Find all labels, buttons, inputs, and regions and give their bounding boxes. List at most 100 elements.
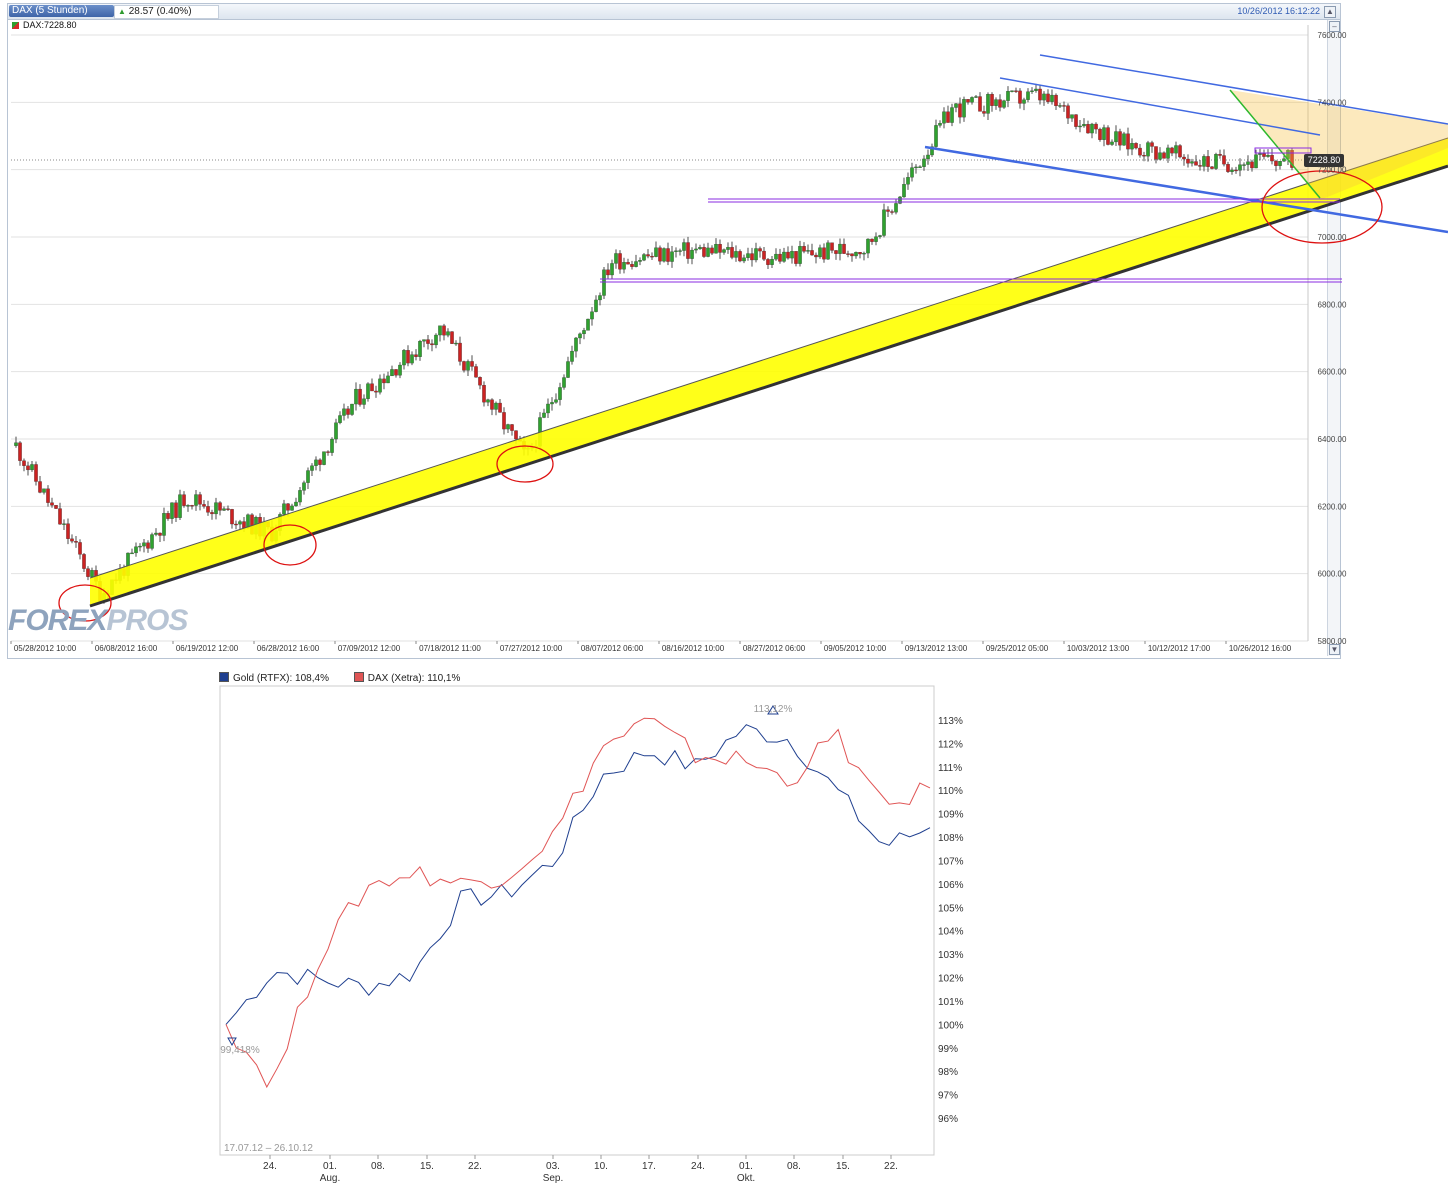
candle-body [1162,152,1166,159]
x-tick-label: 09/13/2012 13:00 [905,644,968,653]
candle-body [718,244,722,253]
candle-body [1042,93,1046,101]
x-tick-label: 15. [836,1161,850,1172]
candle-body [854,252,858,257]
gold-line [225,724,931,1025]
candle-body [498,402,502,413]
candle-body [794,251,798,264]
candle-body [298,490,302,503]
y-tick-label: 7000.00 [1318,233,1347,242]
candle-body [734,251,738,258]
x-tick-label: 09/05/2012 10:00 [824,644,887,653]
candle-body [790,251,794,259]
candle-body [282,503,286,515]
x-tick-label: 08. [787,1161,801,1172]
candle-body [1182,156,1186,160]
candle-body [1038,88,1042,101]
candle-body [322,451,326,465]
y-tick-label: 107% [938,856,964,867]
min-marker-icon [227,1037,237,1047]
candle-body [686,242,690,259]
y-tick-label: 104% [938,927,964,938]
minimize-icon[interactable]: – [1329,21,1340,32]
candle-body [702,247,706,257]
candle-body [318,459,322,465]
candle-body [234,523,238,526]
candle-body [462,361,466,371]
candle-body [1186,158,1190,164]
candle-body [1222,155,1226,165]
y-tick-label: 99% [938,1044,958,1055]
forexpros-logo: FOREXPROS [8,604,188,637]
candle-body [950,107,954,123]
candle-body [174,502,178,518]
legend-dax: DAX (Xetra): 110,1% [353,672,460,684]
candle-body [762,250,766,260]
y-tick-label: 110% [938,786,963,797]
candle-body [1250,161,1254,169]
symbol-tab[interactable]: DAX (5 Stunden) [9,5,114,17]
candle-body [1198,165,1202,167]
x-tick-label: 06/19/2012 12:00 [176,644,239,653]
candle-body [578,333,582,339]
candle-body [974,96,978,98]
candle-body [306,470,310,483]
legend-gold: Gold (RTFX): 108,4% [219,672,329,684]
candle-body [1178,145,1182,158]
candle-body [158,532,162,536]
candle-body [770,259,774,265]
y-tick-label: 7200.00 [1318,166,1347,175]
candle-body [878,235,882,237]
candle-body [870,238,874,242]
candle-body [830,242,834,251]
candle-body [38,481,42,493]
candle-body [946,111,950,123]
candle-body [798,246,802,264]
candle-body [374,390,378,393]
y-tick-label: 101% [938,997,964,1008]
x-tick-label: 07/09/2012 12:00 [338,644,401,653]
candle-body [66,523,70,539]
candle-body [1062,105,1066,107]
candle-body [1246,161,1250,165]
candle-body [982,111,986,114]
candle-body [14,442,18,446]
candle-body [422,339,426,342]
candle-body [630,264,634,267]
scroll-down-icon[interactable]: ▼ [1329,644,1340,655]
candle-body [190,505,194,507]
scroll-up-icon[interactable]: ▲ [1324,6,1336,18]
candle-body [170,502,174,519]
candle-body [962,99,966,118]
candle-body [186,505,190,507]
candle-body [754,248,758,261]
candle-body [1122,133,1126,146]
price-change: ▲ 28.57 (0.40%) [114,5,219,19]
candle-body [1242,164,1246,166]
month-label: Aug. [320,1173,341,1184]
x-tick-label: 08/16/2012 10:00 [662,644,725,653]
max-marker-icon [767,705,779,715]
gold-swatch-icon [219,672,229,682]
candle-body [1030,90,1034,92]
candle-body [1194,161,1198,166]
price-indicator-icon [12,22,19,29]
candle-body [910,167,914,178]
candle-body [570,350,574,362]
candle-body [478,377,482,386]
candle-body [402,350,406,366]
candle-body [986,94,990,114]
candle-body [1078,125,1082,128]
range-box [1254,147,1312,154]
x-tick-label: 08/27/2012 06:00 [743,644,806,653]
candle-body [50,502,54,506]
candle-body [1046,93,1050,102]
candle-body [310,465,314,471]
candle-body [1146,142,1150,157]
candle-body [178,494,182,518]
month-label: Okt. [737,1173,755,1184]
x-tick-label: 15. [420,1161,434,1172]
y-tick-label: 100% [938,1020,964,1031]
candle-body [1086,124,1090,134]
candle-body [958,103,962,118]
